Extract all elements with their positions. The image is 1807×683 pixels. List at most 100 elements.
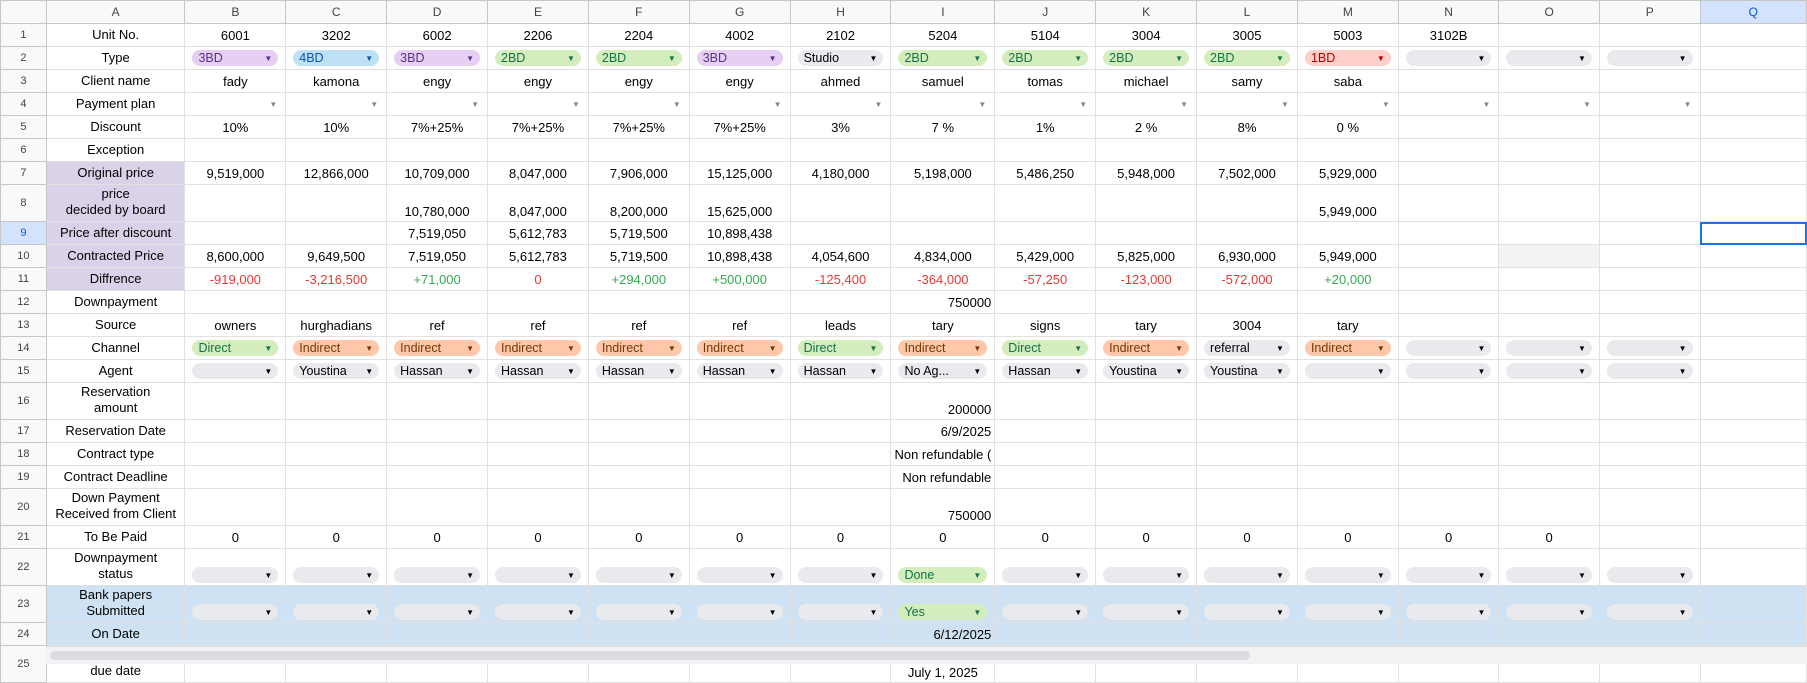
cell-G19[interactable] — [688, 465, 791, 489]
cell-Q7[interactable] — [1699, 161, 1807, 185]
row-header-18[interactable]: 18 — [0, 442, 47, 466]
cell-K4[interactable]: ▼ — [1095, 92, 1198, 116]
dropdown-chip[interactable]: Indirect ▼ — [1103, 340, 1190, 356]
cell-E9[interactable]: 5,612,783 — [487, 221, 589, 245]
dropdown-chip[interactable]: ▼ — [1002, 567, 1089, 583]
row-header-11[interactable]: 11 — [0, 267, 47, 291]
cell-O13[interactable] — [1498, 313, 1600, 337]
dropdown-chip[interactable]: ▼ — [1606, 363, 1693, 379]
cell-B8[interactable] — [184, 184, 287, 222]
row-label[interactable]: Discount — [45, 115, 186, 139]
cell-L17[interactable] — [1196, 419, 1298, 443]
cell-H18[interactable] — [789, 442, 892, 466]
dropdown-chip[interactable]: 2BD ▼ — [898, 50, 988, 66]
cell-L8[interactable] — [1196, 184, 1298, 222]
cell-I11[interactable]: -364,000 — [890, 267, 996, 291]
dropdown-chip[interactable]: ▼ — [797, 567, 884, 583]
cell-I17[interactable]: 6/9/2025 — [890, 419, 996, 443]
cell-N9[interactable] — [1397, 221, 1500, 245]
cell-F15[interactable]: Hassan ▼ — [587, 359, 690, 383]
column-header-g[interactable]: G — [688, 0, 791, 24]
cell-E4[interactable]: ▼ — [487, 92, 589, 116]
cell-O3[interactable] — [1498, 69, 1600, 93]
cell-I4[interactable]: ▼ — [890, 92, 996, 116]
cell-M1[interactable]: 5003 — [1296, 23, 1399, 47]
column-header-c[interactable]: C — [285, 0, 388, 24]
cell-O14[interactable]: ▼ — [1498, 336, 1600, 360]
cell-Q19[interactable] — [1699, 465, 1807, 489]
dropdown-chip[interactable]: ▼ — [495, 567, 581, 583]
dropdown-chip[interactable]: 3BD ▼ — [192, 50, 279, 66]
row-label[interactable]: price decided by board — [45, 184, 186, 222]
cell-M9[interactable] — [1296, 221, 1399, 245]
cell-B11[interactable]: -919,000 — [184, 267, 287, 291]
cell-P17[interactable] — [1598, 419, 1701, 443]
cell-L22[interactable]: ▼ — [1196, 548, 1298, 586]
cell-N10[interactable] — [1397, 244, 1500, 268]
cell-D8[interactable]: 10,780,000 — [386, 184, 489, 222]
cell-F18[interactable] — [587, 442, 690, 466]
cell-K11[interactable]: -123,000 — [1095, 267, 1198, 291]
cell-I2[interactable]: 2BD ▼ — [890, 46, 996, 70]
cell-G21[interactable]: 0 — [688, 525, 791, 549]
cell-J8[interactable] — [994, 184, 1097, 222]
cell-H8[interactable] — [789, 184, 892, 222]
dropdown-arrow-icon[interactable]: ▼ — [1683, 99, 1692, 109]
cell-B20[interactable] — [184, 488, 287, 526]
column-header-n[interactable]: N — [1397, 0, 1500, 24]
dropdown-chip[interactable]: 2BD ▼ — [1204, 50, 1290, 66]
cell-B14[interactable]: Direct ▼ — [184, 336, 287, 360]
cell-H5[interactable]: 3% — [789, 115, 892, 139]
cell-I24[interactable]: 6/12/2025 — [890, 622, 996, 646]
cell-Q21[interactable] — [1699, 525, 1807, 549]
cell-C4[interactable]: ▼ — [285, 92, 388, 116]
cell-P4[interactable]: ▼ — [1598, 92, 1701, 116]
cell-J24[interactable] — [994, 622, 1097, 646]
dropdown-chip[interactable]: ▼ — [595, 604, 682, 620]
row-header-9[interactable]: 9 — [0, 221, 47, 245]
cell-F24[interactable] — [587, 622, 690, 646]
dropdown-arrow-icon[interactable]: ▼ — [1079, 99, 1088, 109]
cell-J10[interactable]: 5,429,000 — [994, 244, 1097, 268]
cell-N23[interactable]: ▼ — [1397, 585, 1500, 623]
cell-B4[interactable]: ▼ — [184, 92, 287, 116]
cell-O15[interactable]: ▼ — [1498, 359, 1600, 383]
cell-O9[interactable] — [1498, 221, 1600, 245]
cell-N21[interactable]: 0 — [1397, 525, 1500, 549]
dropdown-chip[interactable]: ▼ — [1405, 363, 1492, 379]
cell-O22[interactable]: ▼ — [1498, 548, 1600, 586]
cell-J20[interactable] — [994, 488, 1097, 526]
column-header-i[interactable]: I — [890, 0, 996, 24]
dropdown-arrow-icon[interactable]: ▼ — [874, 99, 883, 109]
dropdown-chip[interactable]: ▼ — [1103, 604, 1190, 620]
cell-D1[interactable]: 6002 — [386, 23, 489, 47]
cell-Q12[interactable] — [1699, 290, 1807, 314]
cell-H9[interactable] — [789, 221, 892, 245]
cell-O2[interactable]: ▼ — [1498, 46, 1600, 70]
cell-F22[interactable]: ▼ — [587, 548, 690, 586]
cell-B22[interactable]: ▼ — [184, 548, 287, 586]
select-all-corner[interactable] — [0, 0, 47, 24]
dropdown-chip[interactable]: ▼ — [293, 604, 380, 620]
cell-J18[interactable] — [994, 442, 1097, 466]
cell-P9[interactable] — [1598, 221, 1701, 245]
cell-G15[interactable]: Hassan ▼ — [688, 359, 791, 383]
cell-D19[interactable] — [386, 465, 489, 489]
cell-F8[interactable]: 8,200,000 — [587, 184, 690, 222]
cell-J3[interactable]: tomas — [994, 69, 1097, 93]
cell-D17[interactable] — [386, 419, 489, 443]
dropdown-arrow-icon[interactable]: ▼ — [1583, 99, 1591, 109]
cell-Q23[interactable] — [1699, 585, 1807, 623]
column-header-q[interactable]: Q — [1699, 0, 1807, 24]
cell-P13[interactable] — [1598, 313, 1701, 337]
cell-D23[interactable]: ▼ — [386, 585, 489, 623]
cell-O1[interactable] — [1498, 23, 1600, 47]
cell-C22[interactable]: ▼ — [285, 548, 388, 586]
dropdown-arrow-icon[interactable]: ▼ — [571, 99, 580, 109]
cell-M6[interactable] — [1296, 138, 1399, 162]
cell-L19[interactable] — [1196, 465, 1298, 489]
cell-M17[interactable] — [1296, 419, 1399, 443]
row-label[interactable]: Downpayment — [45, 290, 186, 314]
column-header-o[interactable]: O — [1498, 0, 1600, 24]
cell-O5[interactable] — [1498, 115, 1600, 139]
